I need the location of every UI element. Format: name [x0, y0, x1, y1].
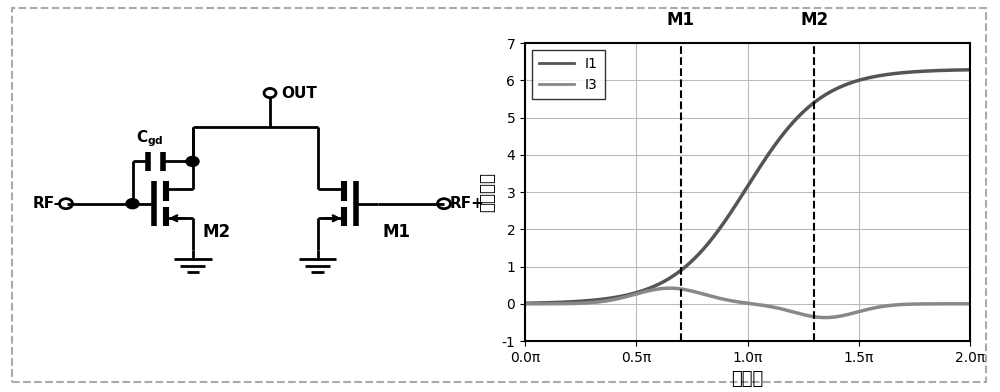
- Circle shape: [186, 156, 199, 167]
- I3: [546, 301, 558, 306]
- Line: I3: I3: [525, 288, 970, 318]
- Text: RF+: RF+: [450, 196, 485, 211]
- I3: [858, 308, 870, 313]
- I3: [803, 314, 815, 318]
- Text: M2: M2: [800, 11, 828, 29]
- Text: RF-: RF-: [32, 196, 60, 211]
- I1: [857, 77, 869, 82]
- Line: I1: I1: [525, 70, 970, 303]
- Text: $\mathbf{C_{gd}}$: $\mathbf{C_{gd}}$: [136, 129, 163, 149]
- I1: [902, 70, 914, 74]
- I1: [802, 105, 814, 109]
- Legend: I1, I3: I1, I3: [532, 50, 605, 99]
- I3: [819, 315, 831, 320]
- Text: M1: M1: [382, 223, 411, 241]
- I1: [777, 131, 789, 136]
- I3: [664, 286, 676, 290]
- I1: [789, 118, 801, 122]
- I3: [903, 302, 915, 307]
- I1: [964, 67, 976, 72]
- Circle shape: [126, 199, 139, 209]
- I1: [519, 301, 531, 306]
- I1: [546, 300, 558, 305]
- I3: [964, 301, 976, 306]
- Text: M1: M1: [667, 11, 695, 29]
- I3: [778, 307, 790, 312]
- Y-axis label: 谐波电流: 谐波电流: [478, 172, 496, 212]
- X-axis label: 导通角: 导通角: [731, 370, 764, 388]
- Text: M2: M2: [202, 223, 231, 241]
- I3: [519, 301, 531, 306]
- I3: [790, 310, 802, 315]
- Text: OUT: OUT: [281, 85, 317, 100]
